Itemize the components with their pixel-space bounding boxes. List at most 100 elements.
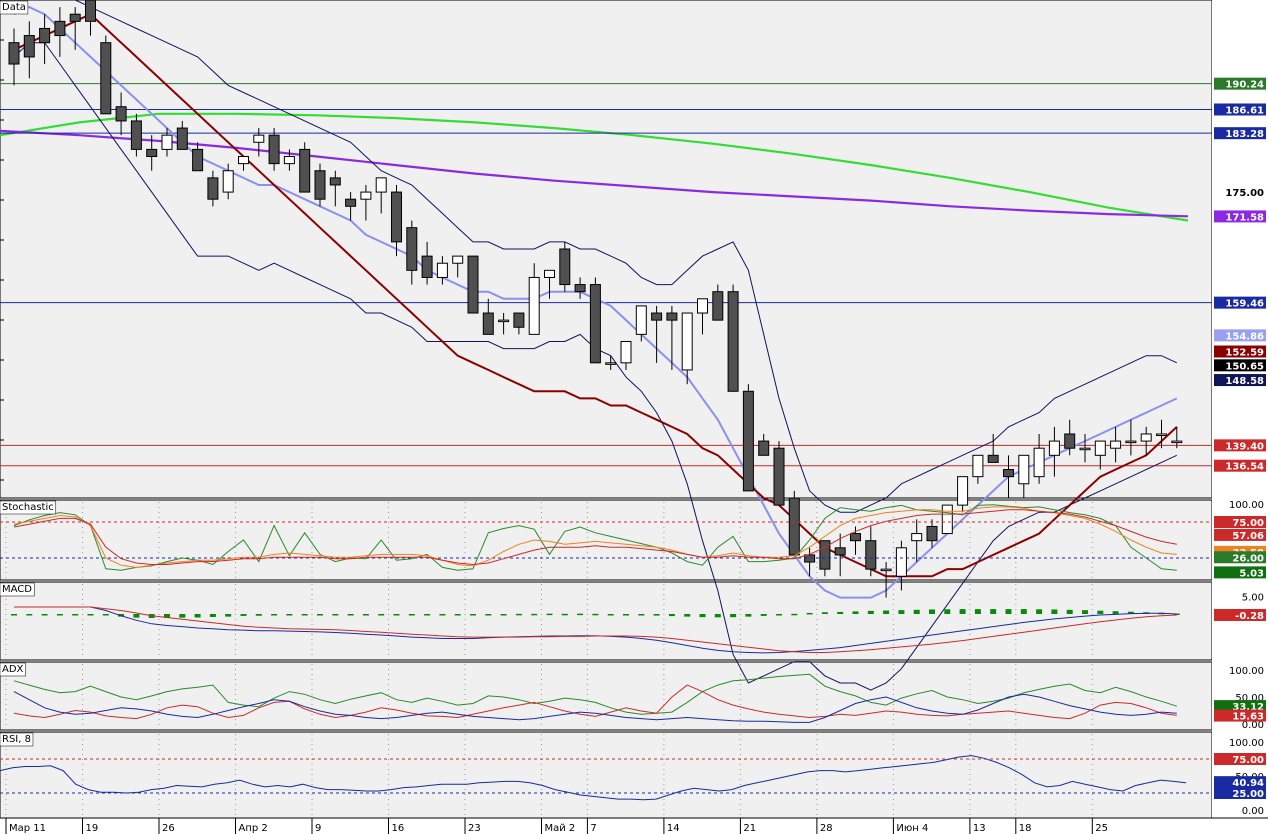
macd-histogram-bar	[179, 614, 186, 618]
macd-histogram-bar	[1097, 610, 1104, 614]
macd-histogram-bar	[944, 609, 951, 614]
price-level-label: 183.28	[1214, 127, 1266, 140]
macd-histogram-bar	[668, 614, 675, 617]
axis-badge-bg	[1214, 359, 1266, 372]
candle	[742, 390, 754, 492]
adx-axis-label: 100.00	[1229, 666, 1264, 677]
candle	[635, 305, 647, 335]
candle	[406, 227, 418, 271]
stoch-level-label: 57.06	[1214, 528, 1266, 542]
price-value-label: 150.65	[1214, 359, 1266, 372]
candle	[941, 504, 953, 535]
macd-histogram-bar	[531, 613, 538, 616]
macd-histogram-bar	[470, 614, 476, 616]
macd-histogram-bar	[225, 614, 232, 617]
macd-histogram-bar	[408, 614, 415, 616]
rsi-title: RSI, 8	[2, 734, 31, 745]
price-panel[interactable]: 190.24 186.61 183.28 159.46 139.40 136.54 171.…	[0, 0, 1266, 691]
macd-histogram-bar	[1051, 609, 1058, 614]
macd-histogram-bar	[577, 613, 584, 616]
date-tick-label: 26	[162, 823, 175, 834]
macd-histogram-bar	[730, 614, 737, 618]
candle	[1033, 447, 1045, 478]
adx-title-bg	[0, 662, 26, 677]
macd-histogram-bar	[439, 614, 446, 616]
macd-histogram-bar	[623, 614, 629, 616]
candle	[436, 262, 448, 278]
axis-badge-text: 5.03	[1239, 568, 1264, 579]
macd-histogram-bar	[454, 614, 461, 616]
price-value-label: 175.00	[1225, 188, 1264, 199]
candle	[1048, 440, 1060, 456]
macd-signal-line	[14, 606, 1177, 653]
axis-badge-bg	[1214, 700, 1266, 713]
macd-histogram-bar	[1036, 609, 1043, 614]
price-value-label: 152.59	[1214, 345, 1266, 359]
macd-histogram-bar	[546, 613, 553, 616]
candle	[115, 106, 127, 122]
candle	[697, 298, 708, 314]
macd-histogram-bar	[72, 614, 79, 616]
axis-badge-bg	[1214, 709, 1266, 722]
macd-histogram-bar	[760, 614, 767, 616]
date-tick-label: 7	[590, 823, 596, 834]
candle	[850, 533, 861, 542]
candle	[482, 312, 494, 335]
axis-badge-bg	[1214, 329, 1266, 342]
axis-badge-bg	[1214, 210, 1266, 223]
macd-value-label: -0.28	[1214, 608, 1266, 622]
date-tick-label: 21	[743, 823, 756, 834]
candle	[513, 312, 525, 328]
axis-badge-text: -0.28	[1235, 611, 1264, 622]
axis-badge-text: 190.24	[1225, 80, 1264, 91]
bollinger-upper-line	[74, 0, 1178, 513]
candle	[880, 568, 892, 572]
macd-histogram-bar	[684, 614, 691, 617]
axis-badge-text: 154.86	[1225, 331, 1264, 342]
axis-badge-text: 150.65	[1225, 361, 1264, 372]
candle	[345, 198, 357, 207]
macd-histogram-bar	[821, 612, 828, 614]
axis-badge-text: 26.00	[1232, 553, 1264, 564]
candle	[498, 319, 510, 323]
candle	[1171, 440, 1183, 444]
candle	[589, 284, 601, 364]
date-tick-label: 9	[315, 823, 321, 834]
macd-histogram-bar	[347, 614, 354, 616]
date-axis: Мар 11 19 26 Апр 2 9 16 23 Май 2 7 14 21 28 Июн 4 13 1…	[5, 818, 1108, 834]
macd-histogram-bar	[959, 609, 966, 614]
candle	[207, 177, 219, 200]
candle	[100, 42, 112, 115]
rsi-level-label: 75.00	[1214, 753, 1266, 766]
price-level-label: 139.40	[1214, 439, 1266, 452]
axis-badge-bg	[1214, 127, 1266, 140]
macd-histogram-bar	[653, 614, 660, 616]
candle	[895, 547, 907, 577]
candle	[391, 191, 402, 243]
stochastic-title-bg	[0, 500, 57, 515]
price-level-label: 186.61	[1214, 103, 1266, 116]
candle	[712, 291, 724, 321]
candle	[834, 547, 846, 556]
macd-histogram-bar	[1020, 609, 1027, 614]
stoch-k-line	[13, 506, 1177, 568]
candle	[559, 248, 571, 286]
date-tick-label: 13	[973, 823, 986, 834]
rsi-level-label: 25.00	[1214, 787, 1266, 800]
rsi-axis-label: 0.00	[1242, 806, 1264, 817]
macd-histogram-bar	[301, 614, 308, 616]
macd-panel[interactable]: 5.00 -0.28	[11, 593, 1266, 654]
candle	[23, 35, 35, 58]
stoch-panel-bg	[0, 499, 1213, 581]
macd-title-bg	[0, 582, 35, 597]
adx-axis-label: 0.00	[1242, 720, 1264, 731]
candle	[176, 127, 188, 150]
macd-histogram-bar	[424, 614, 431, 616]
axis-badge-text: 136.54	[1225, 462, 1264, 473]
macd-histogram-bar	[164, 614, 170, 619]
date-tick-label: Мар 11	[9, 823, 46, 834]
